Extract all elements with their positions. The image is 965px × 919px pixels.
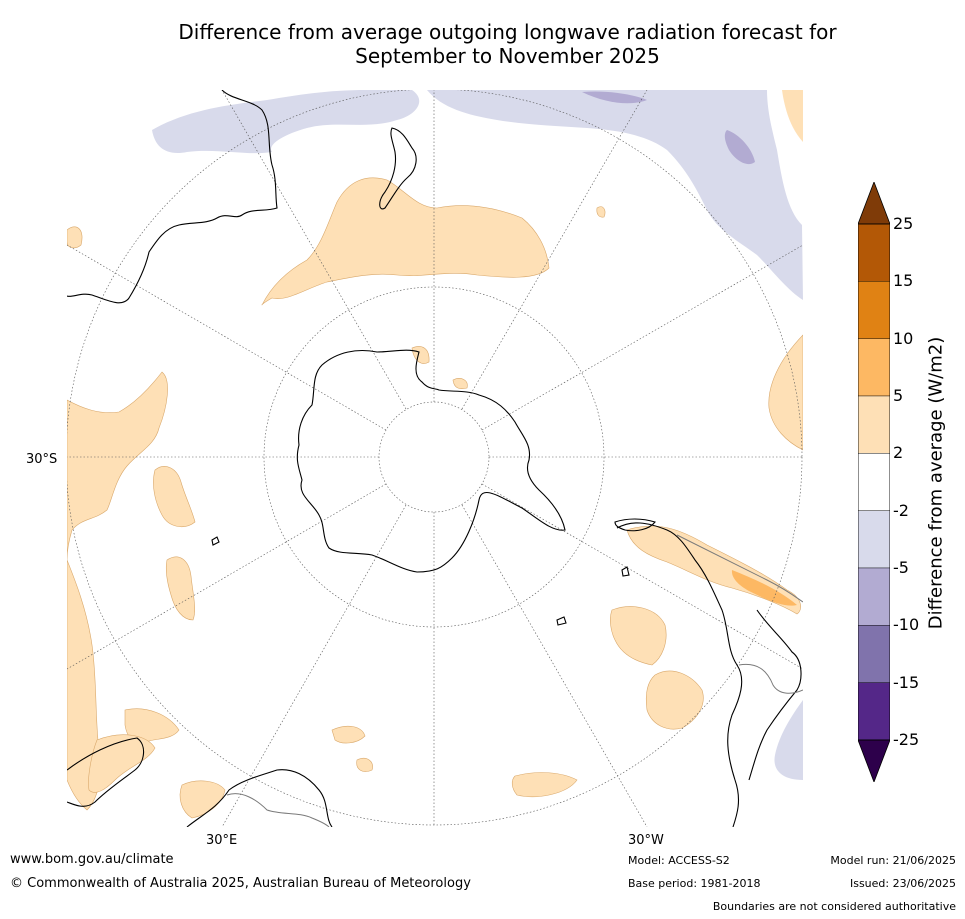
positive-anomaly-south-atlantic-2: [645, 670, 704, 730]
colorbar-tick-label: 15: [893, 271, 914, 291]
coastline-southern-africa: [67, 737, 145, 807]
boundary-south-america-2: [738, 663, 803, 694]
meridian-150w: [461, 504, 648, 827]
map-svg: [67, 90, 803, 827]
positive-anomaly-south-west: [88, 734, 156, 793]
graticule: [67, 90, 803, 827]
colorbar-top-extend: [858, 182, 890, 225]
positive-anomaly-top-right-small: [596, 206, 606, 218]
footer-base-period: Base period: 1981-2018: [628, 877, 761, 890]
colorbar-tick-label: -25: [893, 730, 920, 749]
coastlines: [67, 90, 802, 827]
meridian-60w: [481, 244, 803, 431]
lat-label-30s: 30°S: [26, 452, 58, 467]
positive-anomaly-antarctic-small: [452, 378, 468, 390]
coastline-island-2: [556, 616, 567, 626]
colorbar-tick-label: 25: [893, 214, 914, 233]
positive-anomaly-south-america-core: [731, 570, 797, 606]
colorbar-band: [858, 281, 890, 339]
negative-anomaly-areas: [152, 90, 803, 780]
boundary-south-africa: [226, 793, 330, 827]
footer-copyright: © Commonwealth of Australia 2025, Austra…: [10, 876, 471, 891]
map-title-line1: Difference from average outgoing longwav…: [178, 20, 837, 44]
meridian-150e: [221, 504, 407, 827]
positive-anomaly-south-centre-3: [511, 772, 578, 798]
colorbar-tick-label: 2: [893, 443, 904, 463]
colorbar-band: [858, 682, 890, 741]
polar-map: [67, 90, 803, 827]
positive-anomaly-south-blob: [179, 780, 226, 819]
positive-anomaly-top-left-small: [67, 226, 83, 249]
footer-issued: Issued: 23/06/2025: [849, 877, 956, 890]
positive-anomaly-east-edge: [768, 334, 803, 451]
colorbar-band: [858, 567, 890, 626]
negative-anomaly-south-east: [774, 700, 803, 780]
colorbar-band: [858, 395, 890, 454]
colorbar-band: [858, 338, 890, 397]
positive-anomaly-north-east-edge: [782, 90, 803, 142]
positive-anomaly-south-centre-2: [356, 758, 373, 772]
negative-anomaly-north-east-core2: [724, 130, 755, 165]
colorbar-outline: [858, 223, 890, 741]
colorbar-tick-label: -15: [893, 672, 920, 692]
lat-circle-45s: [263, 286, 605, 628]
footer-disclaimer: Boundaries are not considered authoritat…: [712, 900, 956, 913]
map-title-line2: September to November 2025: [355, 44, 660, 68]
positive-anomaly-south-atlantic-1: [610, 606, 667, 666]
positive-anomaly-west-blob-1: [153, 466, 196, 528]
boundary-south-america: [676, 534, 803, 603]
colorbar-tick-label: -2: [893, 500, 909, 520]
colorbar-band: [858, 510, 890, 569]
colorbar-bottom-extend: [858, 739, 890, 782]
positive-anomaly-west-blob-2: [165, 556, 195, 621]
coastline-new-zealand: [379, 127, 417, 210]
coastline-island-1: [211, 536, 220, 546]
lat-circle-60s: [378, 401, 490, 513]
positive-anomaly-tasman: [261, 177, 550, 306]
colorbar-tick-label: 10: [893, 328, 914, 348]
meridian-120e: [67, 483, 387, 670]
colorbar-title: Difference from average (W/m2): [925, 336, 947, 630]
country-boundaries: [226, 534, 803, 827]
map-title: Difference from average outgoing longwav…: [0, 20, 965, 68]
colorbar-band: [858, 453, 890, 511]
positive-anomaly-indian-ocean-west: [67, 371, 168, 561]
coastline-australia: [67, 90, 278, 304]
footer-model-run: Model run: 21/06/2025: [830, 854, 956, 867]
colorbar-tick-label: -5: [893, 558, 909, 577]
colorbar-tick-label: 5: [893, 386, 904, 405]
lon-label-30w: 30°W: [628, 833, 664, 848]
footer-model: Model: ACCESS-S2: [628, 854, 730, 867]
negative-anomaly-north-west: [152, 90, 420, 154]
positive-anomaly-antarctic-peninsula: [411, 346, 430, 364]
colorbar-tick-label: -10: [893, 615, 920, 635]
negative-anomaly-north-east: [427, 90, 803, 300]
colorbar-band: [858, 625, 890, 683]
coastline-south-america-east: [748, 609, 802, 781]
meridian-120w: [481, 483, 803, 670]
coastline-south-america-west: [616, 522, 743, 827]
positive-anomaly-areas: [67, 90, 803, 819]
lon-label-30e: 30°E: [206, 833, 238, 848]
coastline-south-africa-bottom: [186, 769, 333, 827]
footer-website: www.bom.gov.au/climate: [10, 852, 174, 867]
colorbar-band: [858, 223, 890, 282]
coastline-antarctica: [296, 349, 566, 573]
colorbar: [858, 182, 890, 782]
coastline-island-3: [621, 566, 630, 577]
positive-anomaly-south-centre-1: [331, 725, 366, 744]
negative-anomaly-north-east-core: [582, 91, 647, 104]
coastline-tierra-del-fuego: [614, 518, 656, 532]
